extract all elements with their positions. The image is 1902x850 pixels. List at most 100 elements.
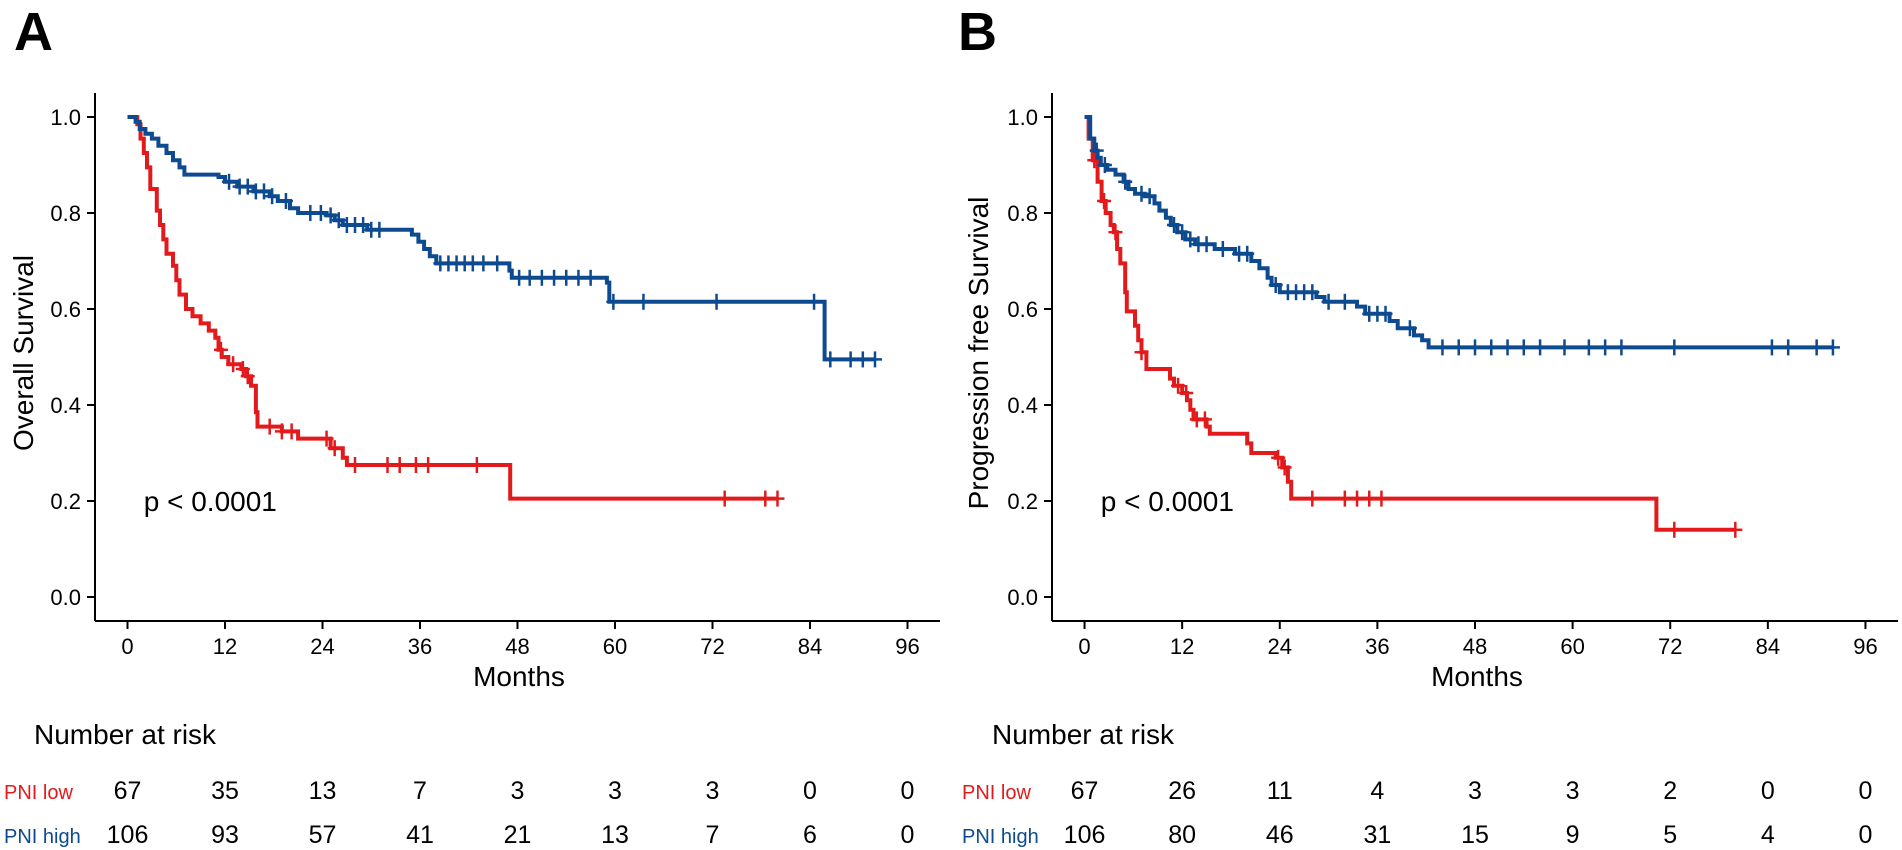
risk-table-a: Number at risk PNI low PNI high 67 35 13 7 3… [4, 719, 914, 849]
panel-a-censor-high-0 [222, 173, 237, 190]
panel-a-censor-high-13 [356, 217, 371, 233]
panel-b-xtick-label-24: 24 [1268, 634, 1292, 659]
panel-a-curve-low [127, 115, 778, 501]
panel-b-censor-high-5 [1167, 217, 1182, 233]
risk-table-a-low-cell-3: 7 [413, 777, 427, 805]
panel-b-censor-low-15 [1667, 521, 1682, 538]
panel-a-censor-high-21 [476, 255, 491, 272]
panel-b-censor-high-19 [1337, 293, 1352, 310]
panel-b-plot: 0 12 24 36 48 60 72 84 96 0.0 0.2 0.4 0.6 0.8 1.0 [1007, 93, 1898, 659]
panel-b-pvalue: p < 0.0001 [1101, 486, 1234, 517]
risk-table-b-title: Number at risk [992, 719, 1175, 750]
panel-b-censor-high-1 [1097, 157, 1112, 173]
panel-b-censor-high-32 [1581, 339, 1596, 356]
panel-b-censor-high-10 [1215, 241, 1230, 257]
panel-a-censor-high-32 [709, 293, 724, 310]
risk-table-a-high-cell-3: 41 [406, 821, 434, 849]
panel-b-censor-low-10 [1305, 490, 1320, 507]
panel-a-censor-high-35 [843, 351, 858, 368]
panel-a-plot: 0 12 24 36 48 60 72 84 96 0.0 0.2 0.4 0.6 0.8 1.0 [50, 93, 940, 659]
panel-b-censor-low-8 [1271, 449, 1286, 466]
risk-table-b-high-cell-3: 31 [1363, 821, 1391, 849]
panel-b-censor-high-17 [1305, 284, 1320, 301]
panel-b-xtick-label-96: 96 [1853, 634, 1877, 659]
panel-a-censor-low-10 [380, 457, 395, 473]
panel-a-censor-low-17 [770, 490, 785, 507]
panel-b-xtick-label-12: 12 [1170, 634, 1194, 659]
panel-b-xtick-label-72: 72 [1658, 634, 1682, 659]
risk-table-a-low-cell-1: 35 [211, 777, 239, 805]
risk-table-b-low-cell-8: 0 [1859, 777, 1873, 805]
panel-a-ytick-label-0: 0.0 [50, 585, 81, 610]
risk-table-b-low-cell-2: 11 [1267, 777, 1293, 805]
panel-b-censor-low-4 [1171, 377, 1186, 394]
risk-table-a-low-cell-0: 67 [114, 777, 142, 805]
panel-a-censor-high-8 [313, 205, 328, 221]
panel-b-censor-low-5 [1179, 385, 1194, 401]
panel-a-xtick-label-60: 60 [603, 634, 627, 659]
panel-b-censor-high-4 [1142, 188, 1157, 205]
risk-table-a-low-cell-5: 3 [608, 777, 622, 805]
panel-a-ylabel: Overall Survival [8, 255, 39, 451]
risk-table-b-low-cell-0: 67 [1071, 777, 1099, 805]
panel-b-censor-low-7 [1197, 411, 1212, 428]
panel-a-censor-high-6 [278, 193, 293, 209]
panel-a-censor-high-2 [240, 178, 255, 195]
panel-b-curve-low [1084, 115, 1736, 532]
panel-a-pvalue: p < 0.0001 [144, 486, 277, 517]
panel-b-ytick-label-5: 1.0 [1007, 105, 1038, 130]
panel-a-censor-high-30 [606, 293, 621, 310]
panel-b-censor-low-12 [1350, 490, 1365, 507]
panel-b-censor-low-16 [1728, 521, 1743, 538]
panel-b-censor-high-29 [1516, 339, 1531, 356]
panel-a-censor-low-9 [348, 457, 362, 473]
panel-a-ytick-label-1: 0.2 [50, 489, 81, 514]
panel-a-curve-high [127, 115, 875, 362]
panel-a-xtick-label-24: 24 [310, 634, 334, 659]
panel-b-xlabel: Months [1431, 661, 1523, 692]
panel-b-censor-high-9 [1199, 236, 1214, 253]
panel-a-censor-high-31 [636, 293, 651, 310]
panel-b-censor-high-27 [1484, 339, 1499, 356]
panel-a-censor-high-26 [547, 269, 562, 286]
panel-a-censor-high-15 [372, 221, 387, 238]
panel-b-curve-high [1084, 115, 1833, 350]
panel-a-censor-low-13 [421, 457, 436, 473]
risk-table-b-high-cell-0: 106 [1064, 821, 1106, 849]
panel-b-ytick-label-2: 0.4 [1007, 393, 1038, 418]
risk-table-a-low-cell-4: 3 [511, 777, 525, 805]
risk-table-a-values: 67 35 13 7 3 3 3 0 0 106 93 57 41 21 13 7 6 0 [107, 777, 915, 849]
panel-b-censor-high-24 [1435, 339, 1450, 356]
panel-a-censor-high-9 [323, 207, 338, 224]
panel-b-xtick-label-48: 48 [1463, 634, 1487, 659]
panel-a-censor-high-25 [534, 269, 549, 286]
risk-table-a-row-low-label: PNI low [4, 782, 73, 804]
panel-b-censor-high-33 [1598, 339, 1613, 356]
panel-a-censor-high-22 [490, 255, 505, 272]
panel-a-censor-high-37 [868, 351, 882, 368]
panel-b-censor-low-2 [1108, 224, 1123, 241]
risk-table-a-row-high-label: PNI high [4, 826, 81, 848]
panel-a-censor-low-3 [240, 368, 255, 385]
risk-table-b-high-cell-1: 80 [1168, 821, 1196, 849]
risk-table-b-low-cell-1: 26 [1168, 777, 1196, 805]
risk-table-a-high-cell-1: 93 [211, 821, 239, 849]
panel-a-censor-high-34 [823, 351, 838, 368]
panel-a-censor-low-12 [408, 457, 423, 473]
panel-a-censor-high-24 [522, 269, 537, 286]
risk-table-a-low-cell-6: 3 [706, 777, 720, 805]
panel-b-letter: B [958, 2, 997, 62]
panel-a-censor-low-15 [717, 490, 732, 507]
panel-b-censor-high-2 [1118, 173, 1133, 190]
panel-a-xlabel: Months [473, 661, 565, 692]
panel-a-xtick-label-48: 48 [505, 634, 529, 659]
risk-table-b-high-cell-2: 46 [1266, 821, 1294, 849]
panel-a-xtick-label-84: 84 [798, 634, 822, 659]
panel-b-censor-high-12 [1240, 245, 1255, 262]
panel-b-ytick-label-4: 0.8 [1007, 201, 1038, 226]
panel-a-ytick-label-2: 0.4 [50, 393, 81, 418]
panel-a-xtick-label-36: 36 [408, 634, 432, 659]
panel-b-xtick-label-60: 60 [1560, 634, 1584, 659]
panel-a-censor-high-4 [257, 183, 271, 200]
panel-b-censor-high-35 [1667, 339, 1682, 356]
